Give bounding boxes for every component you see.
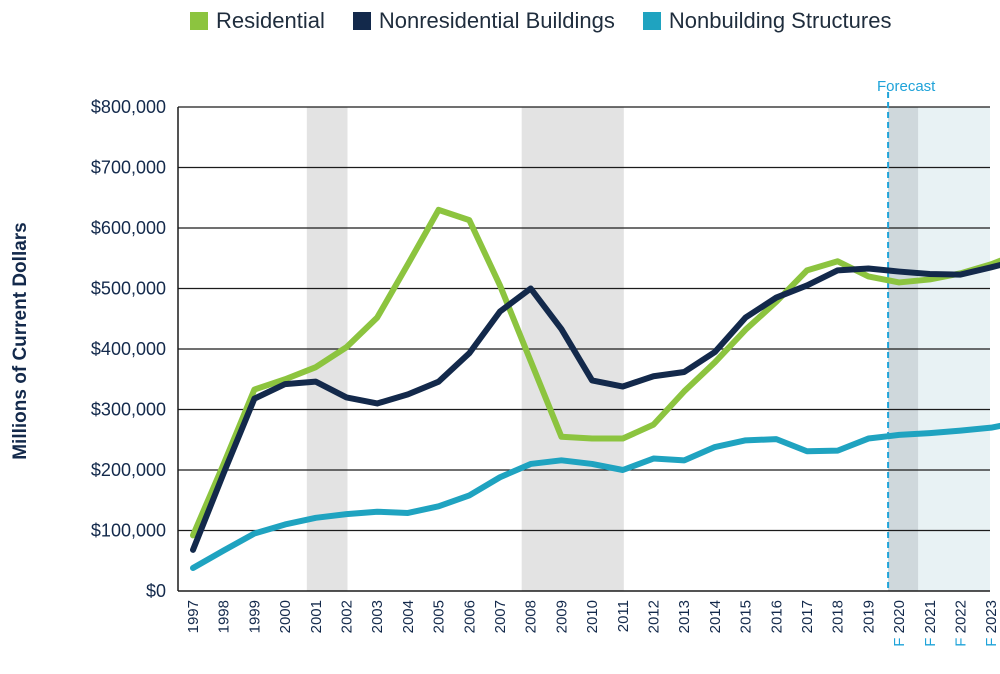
x-tick-label: 2002 — [339, 600, 356, 633]
y-tick-label: $800,000 — [91, 97, 166, 117]
y-tick-label: $100,000 — [91, 521, 166, 541]
x-tick-label: 2006 — [461, 600, 478, 633]
x-tick-label: 2017 — [799, 600, 816, 633]
x-tick-label: 2008 — [523, 600, 540, 633]
series-line-3 — [190, 422, 1000, 572]
x-tick-label: 1998 — [216, 600, 233, 633]
series-line-1 — [190, 206, 1000, 539]
legend-swatch-nonbuilding — [642, 12, 661, 30]
x-tick-label: 2019 — [860, 600, 877, 633]
legend-label-nonbuilding: Nonbuilding Structures — [668, 8, 892, 33]
y-tick-label: $500,000 — [91, 279, 166, 299]
y-tick-label: $700,000 — [91, 158, 166, 178]
x-tick-label: 1997 — [185, 600, 202, 633]
legend-swatch-residential — [190, 12, 208, 30]
x-tick-label: F 2023 — [983, 600, 1000, 647]
x-tick-label: 2015 — [738, 600, 755, 633]
y-tick-label: $0 — [146, 581, 166, 601]
x-tick-label: 2009 — [553, 600, 570, 633]
x-tick-label: 2016 — [768, 600, 785, 633]
y-tick-label: $200,000 — [91, 460, 166, 480]
legend-swatch-nonresidential — [352, 12, 371, 30]
x-tick-label: 2018 — [830, 600, 847, 633]
x-tick-label: 2001 — [308, 600, 325, 633]
x-tick-label: 2010 — [584, 600, 601, 633]
legend-item-nonbuilding: Nonbuilding Structures — [642, 8, 892, 34]
x-tick-label: 2014 — [707, 600, 724, 633]
legend-item-residential: Residential — [190, 8, 325, 34]
legend-item-nonresidential: Nonresidential Buildings — [352, 8, 615, 34]
x-tick-label: 2003 — [369, 600, 386, 633]
x-tick-label: 2013 — [676, 600, 693, 633]
series-line-2 — [190, 261, 1000, 553]
x-tick-label: 2004 — [400, 600, 417, 633]
y-tick-label: $600,000 — [91, 218, 166, 238]
x-tick-label: 1999 — [246, 600, 263, 633]
x-tick-label: 2007 — [492, 600, 509, 633]
legend-label-residential: Residential — [216, 8, 325, 33]
x-tick-label: 2012 — [646, 600, 663, 633]
x-tick-label: 2000 — [277, 600, 294, 633]
x-tick-label: F 2021 — [922, 600, 939, 647]
legend-label-nonresidential: Nonresidential Buildings — [378, 8, 615, 33]
legend: Residential Nonresidential Buildings Non… — [190, 8, 891, 34]
x-tick-label: 2011 — [615, 600, 632, 632]
forecast-label: Forecast — [877, 78, 936, 95]
x-tick-label: 2005 — [431, 600, 448, 633]
x-tick-label: F 2022 — [953, 600, 970, 647]
x-tick-label: F 2020 — [891, 600, 908, 647]
y-tick-label: $300,000 — [91, 400, 166, 420]
y-tick-label: $400,000 — [91, 339, 166, 359]
